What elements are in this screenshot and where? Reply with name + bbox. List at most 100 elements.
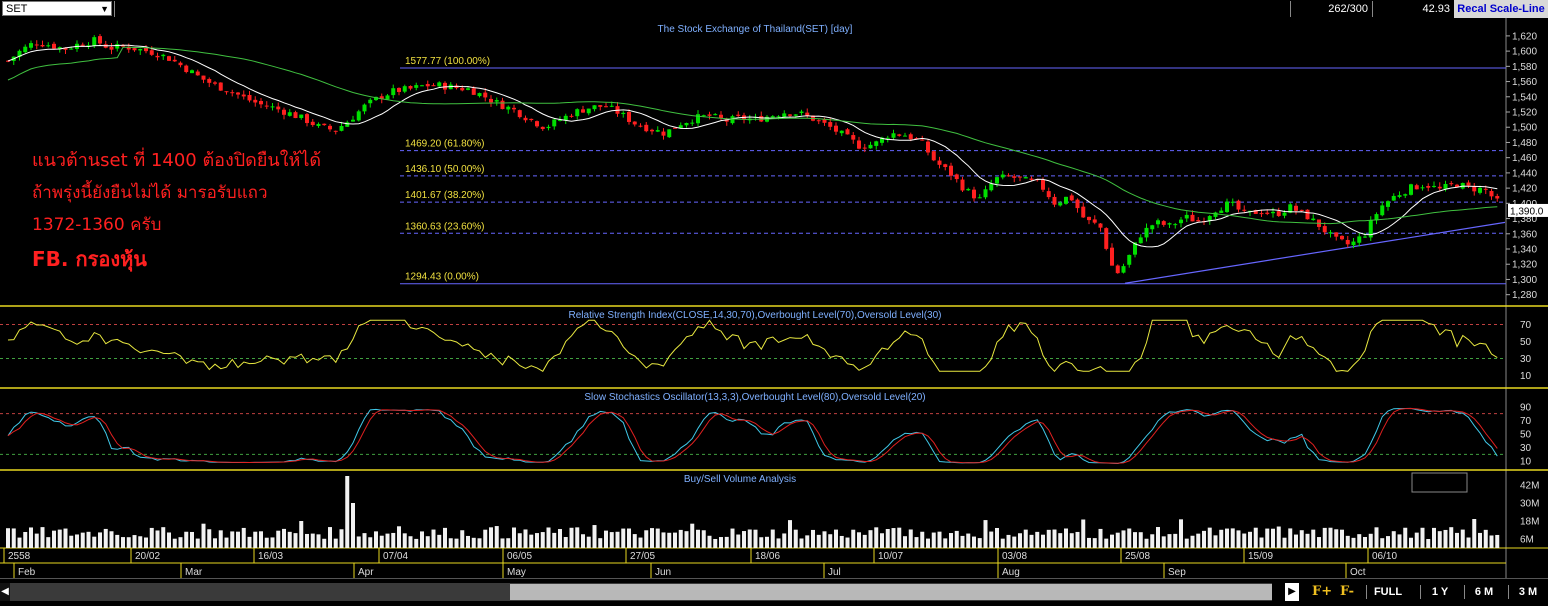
volume-tick-label: 6M	[1520, 535, 1534, 546]
volume-bar	[276, 530, 281, 548]
symbol-select[interactable]: SET ▼	[2, 1, 112, 16]
volume-bar	[345, 476, 350, 548]
volume-bar	[305, 533, 309, 548]
price-tick-label: 1,320	[1512, 260, 1537, 271]
volume-bar	[891, 528, 896, 548]
range-1y-button[interactable]: 1 Y	[1431, 586, 1449, 598]
zoom-in-button[interactable]: F+	[1312, 584, 1333, 599]
candle-body	[92, 37, 97, 46]
volume-bar	[569, 527, 574, 548]
volume-bar	[972, 536, 976, 548]
volume-bar	[851, 529, 856, 548]
candle-body	[1029, 178, 1034, 180]
range-3m-button[interactable]: 3 M	[1518, 586, 1538, 598]
volume-bar	[75, 534, 79, 548]
horizontal-scrollbar[interactable]	[10, 583, 1272, 601]
candle-body	[138, 48, 143, 51]
date-label: 06/10	[1372, 551, 1397, 562]
range-6m-button[interactable]: 6 M	[1474, 586, 1494, 598]
volume-bar	[362, 533, 367, 548]
candle-body	[356, 111, 361, 121]
candle-body	[144, 47, 148, 52]
volume-bar	[546, 527, 551, 548]
candle-body	[328, 125, 332, 130]
volume-bar	[500, 538, 505, 548]
candle-body	[650, 129, 654, 132]
date-label: 06/05	[507, 551, 532, 562]
candle-body	[782, 113, 787, 118]
date-label: 16/03	[258, 551, 283, 562]
candle-body	[908, 134, 913, 140]
candle-body	[1156, 220, 1160, 225]
volume-bar	[184, 531, 189, 548]
volume-bar	[167, 532, 171, 548]
candle-body	[943, 164, 948, 168]
candle-body	[1052, 196, 1057, 205]
month-label: Aug	[1002, 567, 1020, 578]
month-label: Jul	[828, 567, 841, 578]
candle-body	[1345, 239, 1350, 245]
candle-body	[270, 106, 275, 108]
candle-body	[408, 85, 413, 89]
candle-body	[575, 109, 580, 117]
volume-bar	[650, 528, 654, 548]
last-price-tag	[1508, 203, 1548, 217]
rsi-line	[7, 319, 1498, 373]
candle-body	[1018, 176, 1022, 178]
volume-bar	[1368, 533, 1373, 548]
candle-body	[1023, 177, 1028, 179]
volume-bar	[759, 537, 764, 548]
candle-body	[891, 133, 896, 138]
volume-bar	[1006, 534, 1011, 548]
candle-body	[1328, 232, 1333, 234]
volume-bar	[1420, 527, 1425, 548]
volume-bar	[1144, 538, 1149, 548]
chevron-down-icon[interactable]: ▼	[100, 4, 109, 14]
symbol-value: SET	[6, 3, 28, 15]
candle-body	[1104, 228, 1109, 249]
candle-body	[569, 115, 574, 117]
volume-bar	[1311, 529, 1316, 548]
volume-bar	[356, 536, 361, 548]
volume-bar	[1179, 519, 1183, 548]
chart-area[interactable]: The Stock Exchange of Thailand(SET) [day…	[0, 18, 1548, 578]
candle-body	[1190, 214, 1195, 222]
volume-bar	[69, 535, 74, 548]
candle-body	[236, 92, 240, 95]
volume-bar	[943, 538, 948, 548]
volume-bar	[397, 526, 401, 548]
candle-body	[529, 118, 534, 121]
candle-body	[167, 56, 171, 61]
annotation-text: ถ้าพรุ่งนี้ยังยืนไม่ได้ มารอรับแถว	[32, 180, 268, 203]
volume-bar	[1334, 529, 1339, 548]
candle-body	[1242, 209, 1247, 211]
candle-body	[701, 115, 706, 117]
volume-bar	[178, 537, 183, 548]
range-full-button[interactable]: FULL	[1373, 586, 1403, 598]
chart-background	[0, 18, 1548, 578]
volume-bar	[489, 527, 493, 548]
scrollbar-thumb[interactable]	[510, 584, 1272, 600]
toolbar-blank	[114, 1, 1290, 17]
volume-bar	[402, 533, 407, 548]
recal-scale-line-button[interactable]: Recal Scale-Line	[1454, 0, 1548, 18]
volume-bar	[1115, 532, 1120, 548]
candle-body	[799, 111, 804, 114]
candle-body	[926, 141, 930, 153]
volume-bar	[218, 530, 223, 548]
volume-bar	[1345, 535, 1350, 548]
candle-body	[1443, 183, 1448, 189]
scroll-left-icon[interactable]: ◀	[0, 583, 10, 601]
candle-body	[707, 114, 712, 116]
candle-body	[1167, 223, 1172, 225]
scroll-right-icon[interactable]: ▶	[1285, 583, 1299, 601]
candle-body	[1409, 184, 1413, 195]
candle-body	[673, 127, 677, 129]
volume-bar	[736, 534, 741, 548]
volume-bar	[862, 534, 867, 548]
volume-bar	[23, 531, 28, 548]
annotation-text: 1372-1360 ครับ	[32, 215, 161, 235]
candle-body	[1455, 184, 1459, 188]
volume-bar	[1161, 536, 1166, 548]
zoom-out-button[interactable]: F-	[1340, 584, 1355, 599]
